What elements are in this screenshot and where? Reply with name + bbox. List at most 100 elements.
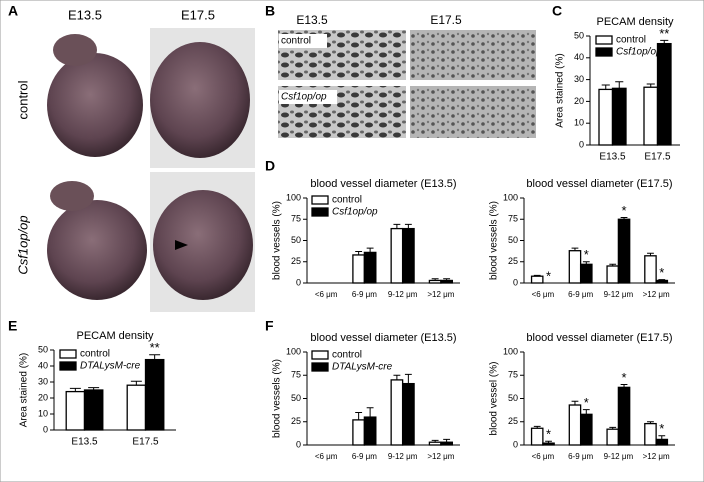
error-bar bbox=[149, 354, 161, 360]
significance: * bbox=[659, 421, 664, 436]
legend-swatch bbox=[595, 47, 613, 57]
chart-title: PECAM density bbox=[596, 16, 674, 28]
error-bar bbox=[601, 84, 610, 90]
bar bbox=[656, 42, 672, 146]
legend-label: DTALysM-cre bbox=[80, 361, 141, 372]
legend-label: control bbox=[332, 350, 362, 361]
error-bar bbox=[545, 440, 552, 444]
y-tick-label: 75 bbox=[291, 214, 301, 224]
y-tick-label: 40 bbox=[38, 360, 48, 370]
error-bar bbox=[620, 217, 628, 220]
bar bbox=[428, 279, 442, 284]
legend-label: DTALysM-cre bbox=[332, 362, 393, 373]
legend-label: control bbox=[616, 35, 646, 46]
significance: * bbox=[546, 427, 551, 442]
legend-label: control bbox=[80, 349, 110, 360]
y-axis-label: Area stained (%) bbox=[19, 353, 30, 427]
bar bbox=[655, 279, 669, 284]
legend-label: Csf1op/op bbox=[332, 207, 378, 218]
y-tick-label: 25 bbox=[291, 416, 301, 426]
column-label: E13.5 bbox=[68, 7, 102, 22]
y-tick-label: 0 bbox=[513, 277, 518, 287]
error-bar bbox=[393, 374, 401, 380]
bar bbox=[606, 428, 620, 446]
error-bar bbox=[404, 223, 412, 229]
bar bbox=[144, 358, 165, 431]
legend-swatch bbox=[311, 207, 329, 217]
legend-swatch bbox=[311, 362, 329, 372]
significance: * bbox=[584, 247, 589, 262]
x-tick-label: >12 μm bbox=[427, 452, 454, 461]
legend-swatch bbox=[311, 195, 329, 205]
panel-label: D bbox=[265, 158, 275, 174]
panel-label: C bbox=[552, 3, 562, 19]
y-tick-label: 0 bbox=[296, 277, 301, 287]
significance: * bbox=[659, 265, 664, 280]
row-label: control bbox=[15, 80, 30, 119]
error-bar bbox=[533, 274, 541, 277]
bar bbox=[617, 218, 631, 284]
significance: ** bbox=[659, 26, 669, 41]
x-tick-label: 6-9 μm bbox=[352, 452, 377, 461]
y-tick-label: 0 bbox=[513, 439, 518, 449]
x-tick-label: E17.5 bbox=[132, 437, 159, 448]
x-tick-label: >12 μm bbox=[643, 290, 670, 299]
error-bar bbox=[658, 435, 666, 440]
legend-swatch bbox=[311, 350, 329, 360]
y-axis-label: blood vessels (%) bbox=[272, 359, 283, 438]
y-axis-label: blood vessel (%) bbox=[489, 362, 500, 436]
y-tick-label: 50 bbox=[291, 235, 301, 245]
y-tick-label: 50 bbox=[38, 344, 48, 354]
y-tick-label: 0 bbox=[579, 139, 584, 149]
legend-swatch bbox=[59, 349, 77, 359]
error-bar bbox=[660, 39, 669, 44]
y-tick-label: 10 bbox=[38, 408, 48, 418]
error-bar bbox=[582, 409, 590, 415]
bar bbox=[65, 390, 86, 431]
y-tick-label: 50 bbox=[508, 235, 518, 245]
y-tick-label: 75 bbox=[508, 370, 518, 380]
column-label: E13.5 bbox=[296, 13, 328, 27]
bar bbox=[401, 382, 415, 446]
bar bbox=[606, 265, 620, 284]
bar bbox=[428, 441, 442, 446]
error-bar bbox=[431, 439, 439, 443]
column-label: E17.5 bbox=[181, 7, 215, 22]
row-label: Csf1op/op bbox=[281, 92, 327, 103]
bar bbox=[579, 413, 593, 446]
column-label: E17.5 bbox=[430, 13, 462, 27]
bar bbox=[530, 427, 544, 446]
error-bar bbox=[571, 247, 579, 251]
legend-swatch bbox=[595, 35, 613, 45]
bar bbox=[611, 87, 627, 146]
bar bbox=[352, 254, 366, 284]
y-tick-label: 10 bbox=[574, 118, 584, 128]
y-tick-label: 20 bbox=[38, 392, 48, 402]
error-bar bbox=[620, 384, 628, 388]
bar bbox=[598, 88, 614, 146]
x-tick-label: 9-12 μm bbox=[388, 452, 418, 461]
bar bbox=[440, 441, 454, 446]
y-tick-label: 50 bbox=[291, 393, 301, 403]
bar bbox=[643, 86, 659, 146]
bar bbox=[401, 227, 415, 284]
error-bar bbox=[355, 411, 363, 420]
x-tick-label: <6 μm bbox=[532, 452, 555, 461]
error-bar bbox=[404, 373, 412, 384]
x-tick-label: E17.5 bbox=[644, 152, 671, 163]
error-bar bbox=[366, 247, 374, 253]
panel-label: F bbox=[265, 318, 274, 334]
panel-label: E bbox=[8, 318, 17, 334]
chart-title: blood vessel diameter (E17.5) bbox=[526, 332, 672, 344]
y-tick-label: 100 bbox=[286, 346, 301, 356]
row-label: control bbox=[281, 36, 311, 47]
y-tick-label: 25 bbox=[291, 256, 301, 266]
y-axis-label: blood vessels (%) bbox=[272, 201, 283, 280]
heart-photos bbox=[42, 28, 255, 312]
error-bar bbox=[88, 387, 100, 390]
y-tick-label: 30 bbox=[574, 74, 584, 84]
legend-label: Csf1op/op bbox=[616, 47, 662, 58]
x-tick-label: >12 μm bbox=[643, 452, 670, 461]
legend-label: control bbox=[332, 195, 362, 206]
